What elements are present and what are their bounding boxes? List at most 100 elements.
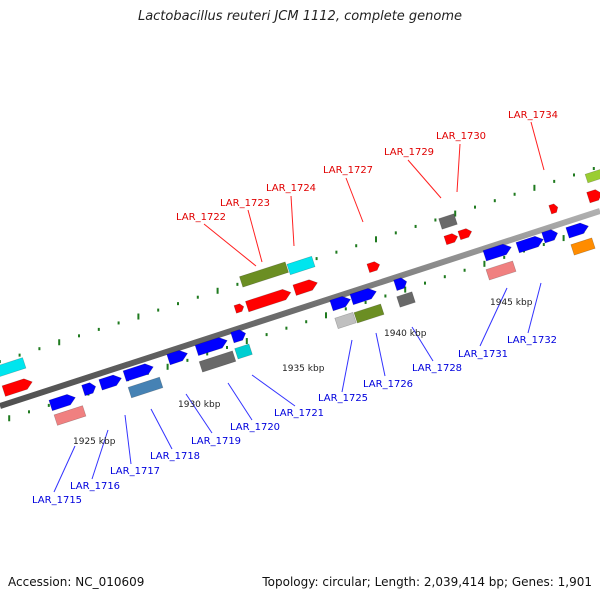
- gene-arrow: [292, 279, 318, 296]
- tick-marks: [0, 167, 595, 422]
- gene-box: [570, 237, 596, 256]
- page-title: Lactobacillus reuteri JCM 1112, complete…: [137, 9, 463, 24]
- gene-arrow: [329, 296, 351, 312]
- minor-tick: [117, 321, 120, 325]
- gene-label: LAR_1719: [191, 436, 241, 447]
- gene-arrow: [548, 203, 559, 215]
- scale-labels: 1925 kbp 1930 kbp 1935 kbp 1940 kbp 1945 kbp: [73, 298, 533, 447]
- gene-arrow: [48, 394, 76, 412]
- gene-arrow: [457, 228, 473, 241]
- minor-tick: [157, 308, 160, 312]
- gene-arrow: [393, 277, 408, 291]
- gene-features: [0, 167, 600, 426]
- minor-tick: [186, 358, 189, 362]
- minor-tick: [344, 307, 347, 311]
- minor-tick: [335, 250, 338, 254]
- gene-label: LAR_1724: [266, 183, 316, 194]
- minor-tick: [394, 231, 397, 235]
- major-tick: [483, 260, 486, 267]
- leader-line: [479, 287, 508, 347]
- minor-tick: [424, 281, 426, 285]
- gene-label: LAR_1716: [70, 481, 120, 492]
- genome-backbone: [0, 208, 600, 409]
- scale-label: 1940 kbp: [384, 329, 427, 339]
- minor-tick: [573, 173, 575, 177]
- gene-arrow: [366, 261, 381, 274]
- leader-line: [91, 429, 109, 480]
- leader-line: [345, 177, 364, 223]
- gene-arrow: [81, 382, 97, 397]
- gene-arrow: [443, 233, 459, 246]
- major-tick: [375, 236, 377, 243]
- minor-tick: [513, 192, 516, 196]
- minor-tick: [196, 295, 199, 299]
- leader-line: [290, 195, 295, 247]
- leader-line: [227, 382, 253, 421]
- minor-tick: [97, 327, 100, 331]
- minor-tick: [38, 347, 41, 351]
- gene-label: LAR_1717: [110, 466, 160, 477]
- minor-tick: [443, 275, 446, 279]
- minor-tick: [47, 403, 50, 407]
- gene-label: LAR_1721: [274, 408, 324, 419]
- gene-box: [334, 311, 357, 330]
- leader-line: [203, 223, 257, 267]
- leader-line: [341, 339, 353, 393]
- minor-tick: [542, 243, 545, 247]
- leader-line: [251, 374, 296, 407]
- scale-label: 1925 kbp: [73, 437, 116, 447]
- leader-line: [150, 408, 173, 450]
- minor-tick: [78, 334, 80, 338]
- minor-tick: [364, 300, 367, 304]
- minor-tick: [0, 360, 1, 364]
- leader-line: [185, 393, 213, 434]
- minor-tick: [355, 244, 358, 248]
- major-tick: [8, 415, 11, 422]
- gene-arrow: [482, 243, 512, 262]
- gene-box: [0, 357, 27, 378]
- leader-line: [456, 143, 461, 193]
- gene-arrow: [233, 303, 245, 314]
- major-tick: [245, 338, 248, 345]
- minor-tick: [305, 320, 308, 324]
- gene-arrow: [1, 378, 33, 397]
- scale-label: 1935 kbp: [282, 364, 325, 374]
- minor-tick: [177, 302, 179, 306]
- topology-summary: Topology: circular; Length: 2,039,414 bp…: [262, 575, 592, 589]
- gene-arrow: [565, 222, 589, 239]
- minor-tick: [315, 257, 318, 261]
- gene-box: [127, 376, 164, 399]
- gene-box: [353, 303, 385, 324]
- gene-label: LAR_1729: [384, 147, 434, 158]
- leader-line: [53, 445, 76, 493]
- minor-tick: [493, 199, 496, 203]
- minor-tick: [384, 294, 387, 298]
- gene-arrow: [541, 229, 559, 244]
- gene-box: [438, 213, 458, 230]
- gene-label: LAR_1726: [363, 379, 413, 390]
- gene-label: LAR_1715: [32, 495, 82, 506]
- label-leader-lines: [53, 121, 545, 493]
- minor-tick: [285, 326, 288, 330]
- minor-tick: [463, 268, 466, 272]
- leader-line: [247, 209, 263, 263]
- gene-box: [198, 350, 237, 373]
- gene-arrow: [122, 363, 154, 382]
- minor-tick: [434, 218, 437, 222]
- scale-label: 1930 kbp: [178, 400, 221, 410]
- gene-label: LAR_1722: [176, 212, 226, 223]
- gene-label: LAR_1732: [507, 335, 557, 346]
- major-tick: [404, 286, 407, 293]
- gene-arrow: [98, 374, 122, 391]
- major-tick: [216, 287, 219, 294]
- gene-label: LAR_1728: [412, 363, 462, 374]
- leader-line: [375, 332, 386, 377]
- minor-tick: [236, 282, 239, 286]
- major-tick: [562, 235, 565, 242]
- leader-line: [407, 159, 442, 199]
- gene-label: LAR_1731: [458, 349, 508, 360]
- minor-tick: [226, 345, 228, 349]
- gene-arrow: [230, 329, 247, 344]
- gene-box: [234, 343, 253, 360]
